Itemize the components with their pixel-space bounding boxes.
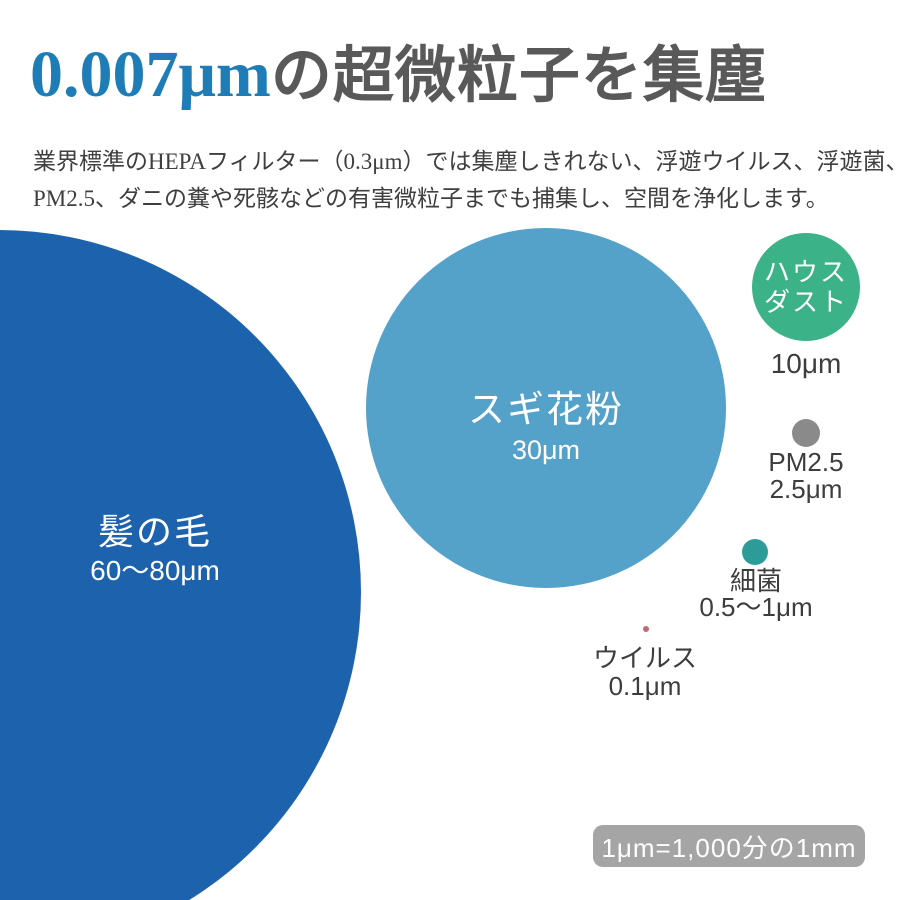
description: 業界標準のHEPAフィルター（0.3μm）では集塵しきれない、浮遊ウイルス、浮遊…: [33, 143, 900, 217]
bacteria-name: 細菌: [729, 566, 782, 596]
house-dust-name-line-2: ダスト: [763, 287, 848, 317]
pm25-name: PM2.5: [768, 447, 844, 477]
hair-name: 髪の毛: [97, 511, 212, 552]
virus-label: ウイルス 0.1μm: [575, 644, 715, 700]
virus-dot: [643, 626, 649, 632]
house-dust-name-line-1: ハウス: [763, 257, 848, 287]
page-title: 0.007μm の超微粒子を集塵: [30, 39, 767, 112]
description-line-2: PM2.5、ダニの糞や死骸などの有害微粒子までも捕集し、空間を浄化します。: [33, 186, 829, 211]
cedar-pollen-label: スギ花粉 30μm: [426, 388, 666, 468]
title-rest: の超微粒子を集塵: [270, 43, 767, 111]
cedar-pollen-circle: [366, 228, 726, 588]
bacteria-size: 0.5〜1μm: [699, 592, 813, 622]
hair-label: 髪の毛 60〜80μm: [35, 510, 275, 588]
bacteria-dot: [742, 539, 768, 565]
house-dust-size: 10μm: [770, 348, 842, 379]
cedar-pollen-name: スギ花粉: [468, 389, 624, 430]
pm25-size: 2.5μm: [769, 474, 843, 504]
virus-size: 0.1μm: [608, 671, 682, 701]
title-highlight: 0.007μm: [30, 38, 271, 112]
bacteria-label: 細菌 0.5〜1μm: [676, 568, 836, 620]
cedar-pollen-size: 30μm: [511, 435, 581, 465]
pm25-label: PM2.5 2.5μm: [746, 449, 866, 503]
house-dust-circle: ハウス ダスト: [752, 233, 860, 341]
description-line-1: 業界標準のHEPAフィルター（0.3μm）では集塵しきれない、浮遊ウイルス、浮遊…: [33, 149, 900, 174]
pm25-dot: [792, 419, 820, 447]
virus-name: ウイルス: [592, 643, 697, 673]
hair-size: 60〜80μm: [90, 555, 220, 586]
scale-note-badge: 1μm=1,000分の1mm: [593, 825, 865, 867]
